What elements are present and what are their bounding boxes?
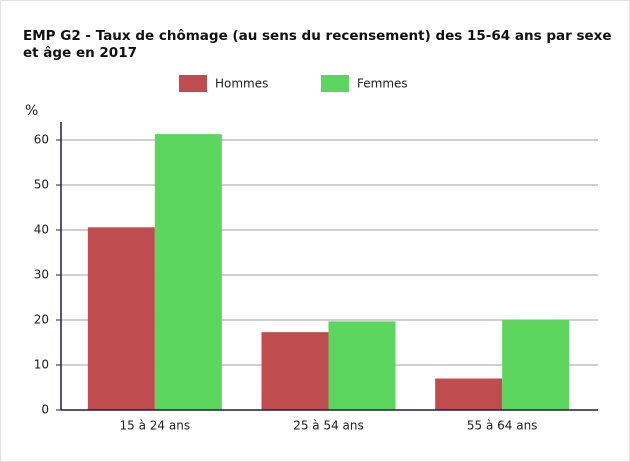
y-axis-label: %	[25, 103, 38, 119]
y-tick-label: 60	[34, 133, 49, 147]
legend-swatch	[179, 75, 207, 92]
y-tick-label: 0	[41, 403, 49, 417]
y-tick-label: 10	[34, 358, 49, 372]
chart-title: EMP G2 - Taux de chômage (au sens du rec…	[23, 28, 612, 61]
y-tick-label: 30	[34, 268, 49, 282]
bar	[435, 378, 503, 410]
y-tick-label: 50	[34, 178, 49, 192]
legend-label: Hommes	[215, 77, 268, 91]
bar	[502, 319, 570, 410]
bar	[154, 134, 222, 410]
bar	[261, 332, 329, 410]
legend-swatch	[321, 75, 349, 92]
x-tick-label: 55 à 64 ans	[467, 419, 538, 433]
bar	[328, 321, 396, 410]
x-tick-label: 15 à 24 ans	[120, 419, 191, 433]
y-tick-label: 40	[34, 223, 49, 237]
x-tick-label: 25 à 54 ans	[293, 419, 364, 433]
y-tick-label: 20	[34, 313, 49, 327]
legend-label: Femmes	[357, 77, 408, 91]
bar	[87, 227, 155, 410]
